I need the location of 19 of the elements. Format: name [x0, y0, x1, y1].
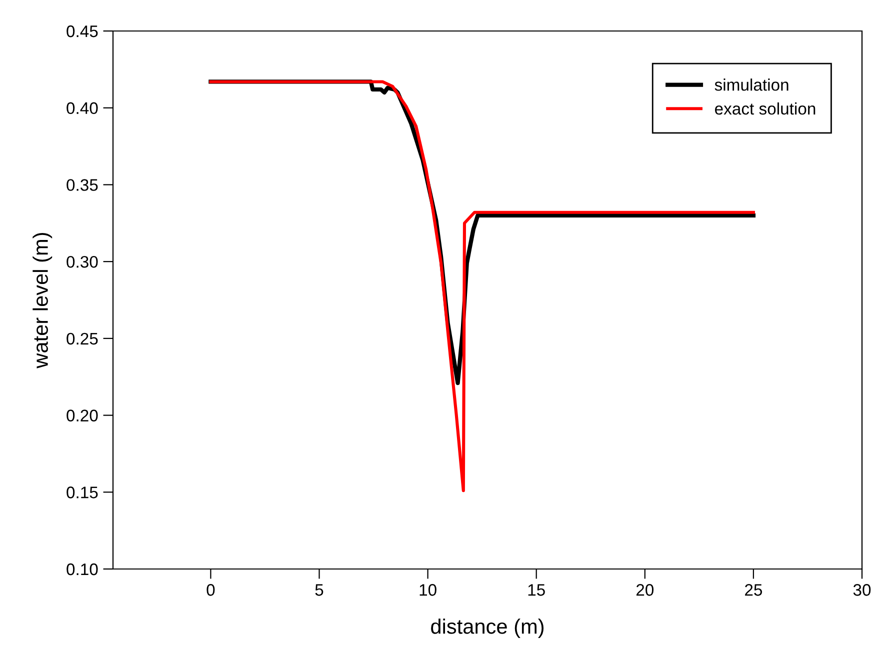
y-tick-label: 0.15 [66, 486, 98, 498]
legend-label: simulation [714, 78, 788, 91]
x-axis-title: distance (m) [431, 618, 544, 638]
x-tick-label: 15 [528, 584, 545, 596]
y-tick-label: 0.30 [66, 256, 98, 268]
y-tick-label: 0.20 [66, 410, 98, 422]
x-tick-label: 5 [315, 584, 324, 596]
x-tick-label: 10 [420, 584, 436, 596]
y-axis-title: water level (m) [32, 232, 52, 368]
y-tick-label: 0.35 [66, 179, 98, 191]
x-tick-label: 20 [636, 584, 654, 596]
x-tick-label: 0 [206, 584, 215, 596]
x-tick-label: 25 [745, 584, 762, 596]
legend-label: exact solution [715, 102, 816, 115]
y-tick-label: 0.40 [66, 102, 98, 114]
x-tick-label: 30 [853, 584, 871, 596]
y-tick-label: 0.25 [66, 332, 98, 345]
y-tick-label: 0.10 [66, 563, 98, 576]
y-tick-label: 0.45 [66, 25, 98, 38]
